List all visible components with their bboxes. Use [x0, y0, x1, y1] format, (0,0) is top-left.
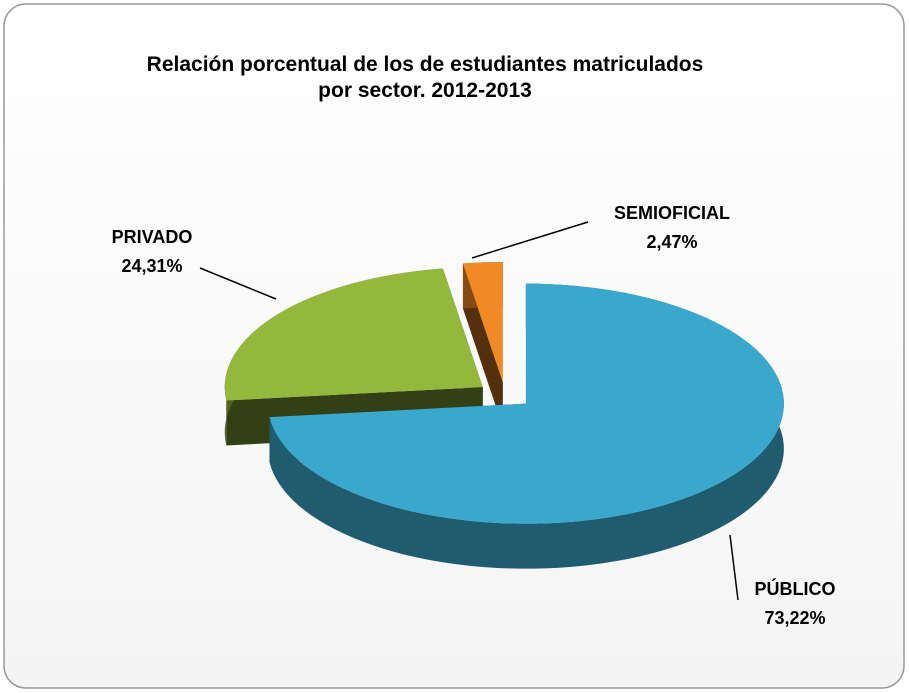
category-label: SEMIOFICIAL: [614, 203, 730, 223]
pie-slice: [269, 283, 784, 569]
value-label: 2,47%: [646, 232, 697, 252]
category-label: PÚBLICO: [755, 578, 836, 599]
slice-top: [224, 268, 483, 401]
leader-line: [199, 267, 277, 300]
pie-slice: [462, 262, 503, 428]
slice-top: [269, 283, 784, 524]
slice-top: [462, 262, 503, 383]
category-label: PRIVADO: [112, 227, 193, 247]
chart-title: Relación porcentual de los de estudiante…: [146, 53, 704, 102]
value-label: 73,22%: [764, 608, 825, 628]
leader-line: [729, 534, 739, 601]
leader-line: [471, 221, 589, 259]
value-label: 24,31%: [121, 256, 182, 276]
